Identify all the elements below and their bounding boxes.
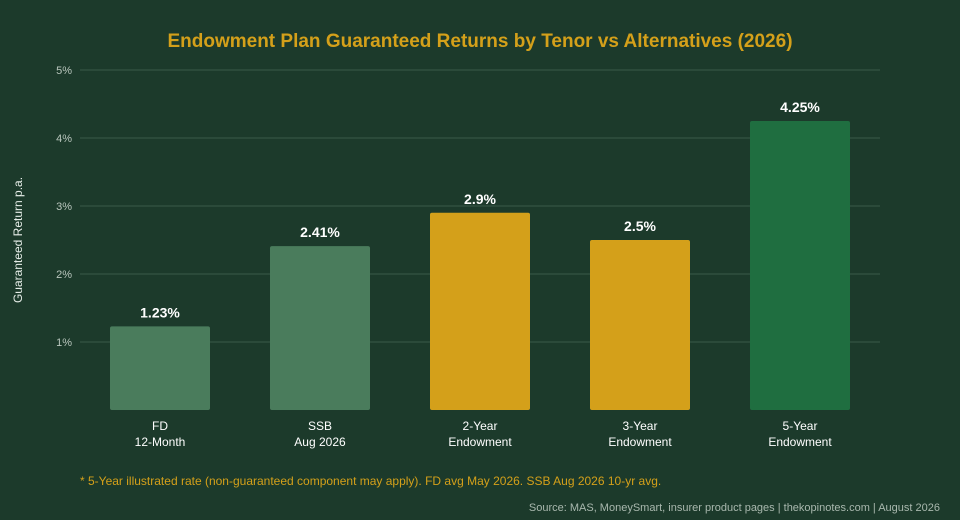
x-tick-label-line: Endowment (608, 435, 672, 449)
bar (110, 326, 210, 410)
data-label: 2.5% (624, 218, 656, 234)
y-tick-label: 5% (56, 65, 72, 77)
x-tick-label: 5-Year Endowment (768, 419, 832, 449)
data-label: 1.23% (140, 304, 180, 320)
x-tick-label-line: 2-Year (463, 419, 498, 433)
x-tick-label-line: 5-Year (783, 419, 818, 433)
y-tick-label: 2% (56, 269, 72, 281)
x-tick-label-line: Endowment (768, 435, 832, 449)
x-tick-label: 2-Year Endowment (448, 419, 512, 449)
footnote: * 5-Year illustrated rate (non-guarantee… (80, 474, 661, 488)
data-label: 2.9% (464, 191, 496, 207)
data-labels: 1.23% 2.41% 2.9% 2.5% 4.25% (140, 99, 820, 320)
x-tick-label: 3-Year Endowment (608, 419, 672, 449)
chart-title: Endowment Plan Guaranteed Returns by Ten… (167, 31, 792, 52)
y-tick-label: 4% (56, 133, 72, 145)
x-tick-label-line: FD (152, 419, 168, 433)
data-label: 2.41% (300, 224, 340, 240)
y-tick-label: 1% (56, 337, 72, 349)
bar (270, 246, 370, 410)
gridlines (80, 69, 880, 343)
y-tick-label: 3% (56, 201, 72, 213)
bar (590, 240, 690, 410)
x-tick-label-line: 3-Year (623, 419, 658, 433)
bars (110, 121, 850, 410)
x-tick-label: FD 12-Month (135, 419, 186, 449)
bar (430, 212, 530, 410)
x-tick-label: SSB Aug 2026 (294, 419, 346, 449)
x-tick-label-line: Aug 2026 (294, 435, 346, 449)
y-axis-ticks: 1% 2% 3% 4% 5% (56, 65, 72, 349)
y-axis-label: Guaranteed Return p.a. (11, 177, 25, 303)
x-tick-label-line: Endowment (448, 435, 512, 449)
source-note: Source: MAS, MoneySmart, insurer product… (529, 502, 940, 514)
x-tick-label-line: SSB (308, 419, 332, 433)
x-tick-label-line: 12-Month (135, 435, 186, 449)
data-label: 4.25% (780, 99, 820, 115)
bar (750, 121, 850, 410)
